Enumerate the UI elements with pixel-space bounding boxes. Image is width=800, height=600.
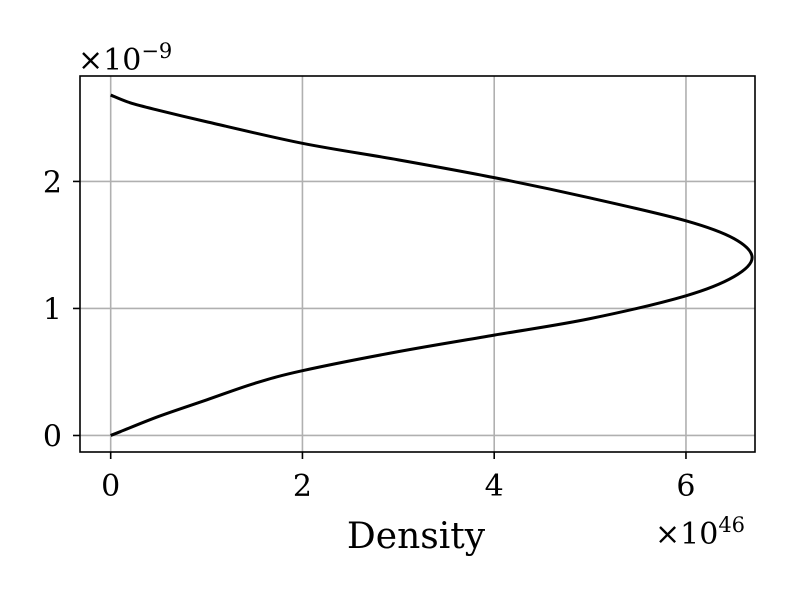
y-tick-label: 2: [43, 165, 62, 200]
x-tick-label: 4: [485, 469, 504, 504]
y-offset-label: ×10−9: [78, 39, 172, 78]
y-tick-label: 0: [43, 419, 62, 454]
x-offset-exponent: 46: [718, 513, 745, 537]
plot-area: [110, 93, 754, 437]
axes-frame: [79, 75, 756, 453]
density-curve: [110, 93, 754, 437]
tick-labels: 0 2 4 6 0 1 2: [43, 165, 696, 504]
x-axis-label: Density: [347, 516, 486, 557]
y-offset-exponent: −9: [141, 39, 172, 63]
grid-lines: [80, 76, 755, 452]
tick-marks: [73, 180, 687, 459]
x-tick-label: 2: [293, 469, 312, 504]
x-tick-label: 0: [101, 469, 120, 504]
x-tick-label: 6: [676, 469, 695, 504]
x-offset-label: ×1046: [655, 513, 745, 552]
x-offset-base: ×10: [655, 517, 718, 552]
y-tick-label: 1: [43, 292, 62, 327]
y-offset-base: ×10: [78, 43, 141, 78]
